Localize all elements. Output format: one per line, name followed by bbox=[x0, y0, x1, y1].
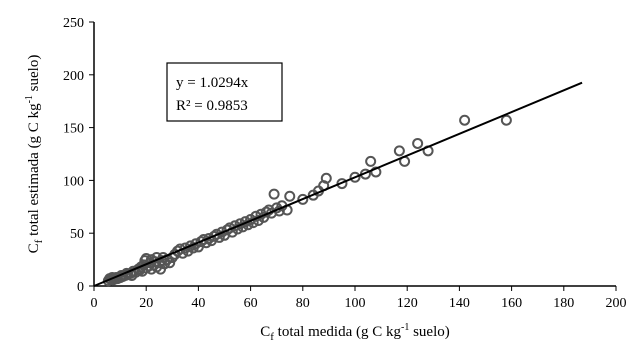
axis-title-part-mid: total medida (g C kg bbox=[274, 324, 402, 340]
data-point bbox=[500, 114, 512, 126]
trendline-r-squared: R² = 0.9853 bbox=[176, 98, 248, 114]
axis-title-part-main: C bbox=[26, 243, 42, 253]
data-points bbox=[102, 114, 512, 287]
trendline bbox=[93, 81, 583, 287]
x-tick-label: 100 bbox=[345, 296, 366, 311]
x-tick-label: 40 bbox=[191, 296, 205, 311]
y-tick-label: 50 bbox=[70, 227, 84, 242]
x-tick-label: 0 bbox=[91, 296, 98, 311]
axis-title-part-sub: f bbox=[270, 331, 274, 343]
axis-title-part-main: C bbox=[260, 324, 270, 340]
labels: 0 20 40 60 80 100 120 140 160 180 200 0 50 100 150 200 2… bbox=[24, 16, 627, 343]
y-tick-label: 200 bbox=[63, 69, 84, 84]
axis-title-part-sup: -1 bbox=[401, 322, 409, 333]
axis-title-part-end: suelo) bbox=[26, 55, 42, 95]
trendline-layer bbox=[93, 81, 583, 287]
data-point bbox=[185, 240, 197, 252]
x-tick-label: 200 bbox=[606, 296, 627, 311]
data-point bbox=[370, 166, 382, 178]
data-point bbox=[349, 171, 361, 183]
x-tick-label: 160 bbox=[501, 296, 522, 311]
axis-title-part-end: suelo) bbox=[409, 324, 449, 340]
equation-box bbox=[166, 62, 283, 122]
x-tick-label: 20 bbox=[139, 296, 153, 311]
axis-title-part-sub: f bbox=[33, 239, 45, 243]
x-tick-label: 120 bbox=[397, 296, 418, 311]
y-tick-label: 0 bbox=[77, 280, 84, 295]
y-tick-label: 150 bbox=[63, 122, 84, 137]
axis-title-part-mid: total estimada (g C kg bbox=[26, 103, 42, 240]
data-point bbox=[412, 137, 424, 149]
trendline-equation: y = 1.0294x bbox=[176, 75, 249, 91]
x-tick-label: 60 bbox=[244, 296, 258, 311]
x-tick-label: 180 bbox=[553, 296, 574, 311]
y-tick-label: 250 bbox=[63, 16, 84, 31]
data-point bbox=[365, 155, 377, 167]
axis-title-part-sup: -1 bbox=[24, 95, 35, 103]
data-point bbox=[320, 172, 332, 184]
data-point bbox=[164, 257, 176, 269]
data-point bbox=[459, 114, 471, 126]
data-point bbox=[284, 190, 296, 202]
y-axis-title: Cf total estimada (g C kg-1 suelo) bbox=[24, 55, 45, 254]
data-point bbox=[393, 145, 405, 157]
axes bbox=[89, 21, 617, 291]
x-tick-label: 140 bbox=[449, 296, 470, 311]
x-axis-title: Cf total medida (g C kg-1 suelo) bbox=[260, 322, 450, 343]
x-tick-label: 80 bbox=[296, 296, 310, 311]
data-point bbox=[268, 188, 280, 200]
data-point bbox=[297, 193, 309, 205]
y-tick-label: 100 bbox=[63, 174, 84, 189]
